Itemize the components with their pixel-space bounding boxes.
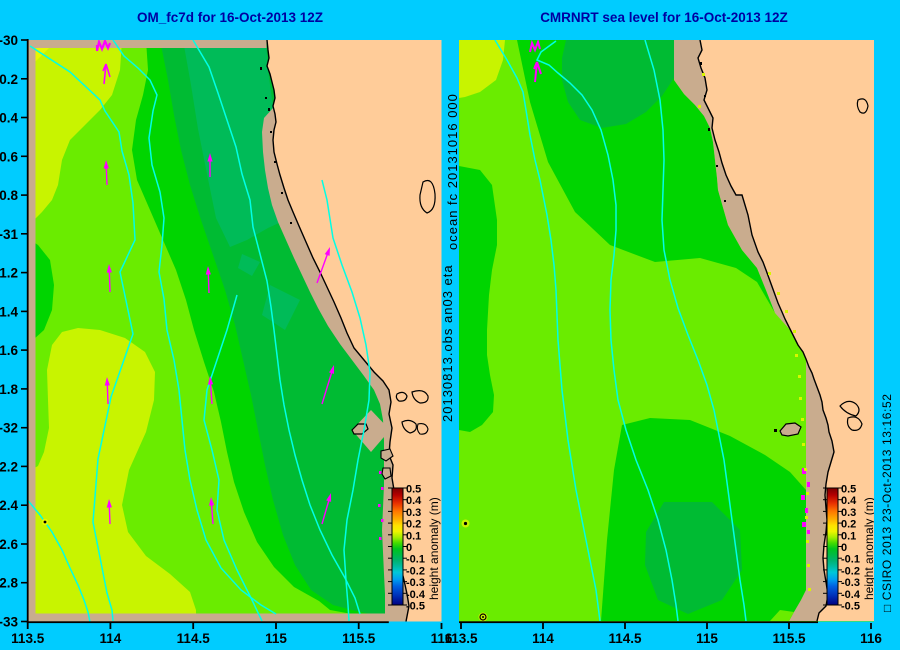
svg-text:-0.4: -0.4	[406, 589, 426, 601]
svg-text:0.4: 0.4	[406, 495, 422, 507]
svg-text:0.5: 0.5	[406, 484, 421, 496]
svg-text:115.5: 115.5	[772, 631, 806, 646]
svg-text:114: 114	[100, 631, 122, 646]
svg-text:-0.1: -0.1	[841, 554, 860, 566]
svg-text:114: 114	[532, 631, 554, 646]
svg-text:113.5: 113.5	[444, 631, 478, 646]
svg-text:-0.4: -0.4	[841, 589, 861, 601]
svg-text:113.5: 113.5	[11, 631, 45, 646]
svg-text:0: 0	[406, 542, 412, 554]
svg-text:-32.6: -32.6	[0, 537, 18, 552]
svg-text:-30.2: -30.2	[0, 72, 18, 87]
svg-text:height anomaly (m): height anomaly (m)	[862, 497, 876, 600]
svg-text:-0.2: -0.2	[841, 565, 860, 577]
svg-text:-0.3: -0.3	[406, 577, 425, 589]
svg-text:0.5: 0.5	[841, 484, 856, 496]
svg-text:-0.5: -0.5	[406, 601, 425, 613]
svg-text:-31: -31	[0, 227, 18, 242]
svg-text:-30: -30	[0, 33, 18, 48]
svg-text:0.1: 0.1	[406, 530, 421, 542]
svg-text:116: 116	[860, 631, 882, 646]
svg-text:115: 115	[696, 631, 718, 646]
svg-text:-33: -33	[0, 615, 18, 630]
svg-text:-32.2: -32.2	[0, 459, 18, 474]
svg-text:ocean fc 20131016 000: ocean fc 20131016 000	[445, 93, 460, 250]
svg-text:-31.6: -31.6	[0, 343, 18, 358]
svg-text:-0.5: -0.5	[841, 601, 860, 613]
svg-text:114.5: 114.5	[177, 631, 211, 646]
svg-text:0.4: 0.4	[841, 495, 857, 507]
svg-text:-31.4: -31.4	[0, 304, 18, 319]
svg-text:115.5: 115.5	[342, 631, 376, 646]
svg-text:0.3: 0.3	[841, 507, 856, 519]
svg-text:0.2: 0.2	[841, 519, 856, 531]
svg-text:OM_fc7d for 16-Oct-2013 12Z: OM_fc7d for 16-Oct-2013 12Z	[137, 10, 323, 25]
svg-text:115: 115	[265, 631, 287, 646]
svg-text:-0.2: -0.2	[406, 565, 425, 577]
svg-text:0.3: 0.3	[406, 507, 421, 519]
svg-text:height anomaly (m): height anomaly (m)	[427, 497, 441, 600]
svg-text:116: 116	[431, 631, 453, 646]
svg-text:-0.1: -0.1	[406, 554, 425, 566]
svg-text:0: 0	[841, 542, 847, 554]
svg-text:-31.2: -31.2	[0, 266, 18, 281]
svg-text:-0.3: -0.3	[841, 577, 860, 589]
svg-text:114.5: 114.5	[608, 631, 642, 646]
svg-text:-32: -32	[0, 421, 18, 436]
svg-text:-32.4: -32.4	[0, 498, 18, 513]
svg-text:-30.6: -30.6	[0, 149, 18, 164]
svg-text:CMRNRT sea level for 16-Oct-2: CMRNRT sea level for 16-Oct-2013 12Z	[540, 10, 788, 25]
svg-text:-32.8: -32.8	[0, 576, 18, 591]
svg-text:-30.4: -30.4	[0, 111, 18, 126]
svg-text:0.1: 0.1	[841, 530, 856, 542]
svg-text:□ CSIRO 2013 23-Oct-2013 13:: □ CSIRO 2013 23-Oct-2013 13:16:52	[880, 394, 894, 613]
svg-text:20130813.obs an03 eta: 20130813.obs an03 eta	[440, 264, 455, 422]
svg-text:-30.8: -30.8	[0, 188, 18, 203]
svg-text:-31.8: -31.8	[0, 382, 18, 397]
svg-text:0.2: 0.2	[406, 519, 421, 531]
